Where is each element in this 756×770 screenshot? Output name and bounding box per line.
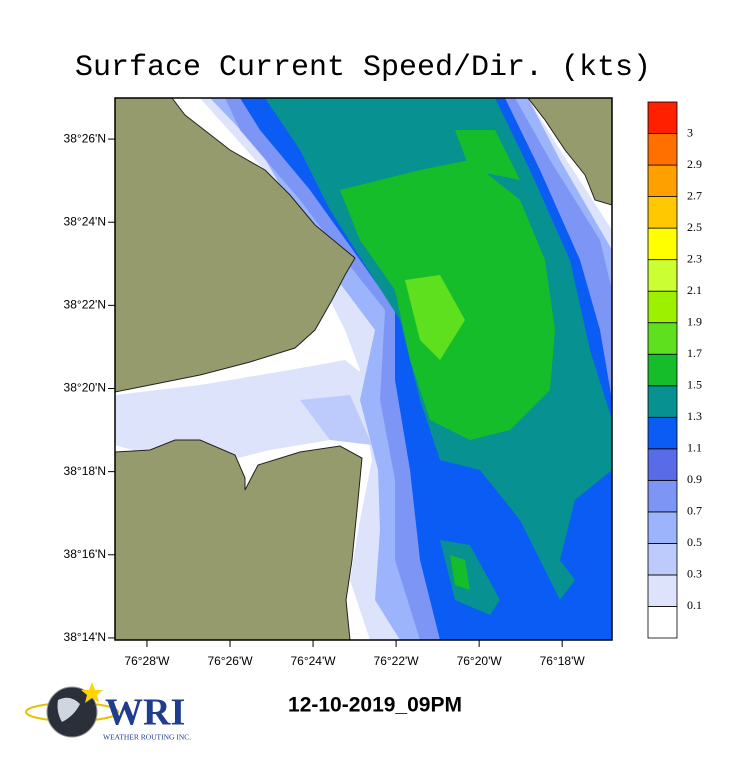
colorbar: 0.1 0.3 0.5 0.7 0.9 1.1 1.3 1.5 1.7 1.9 2.1 2.3 2.5 2… [647, 101, 702, 639]
logo-star [81, 682, 103, 703]
colorbar-box [647, 479, 678, 513]
land [115, 439, 363, 640]
colorbar-label: 2.7 [687, 188, 702, 202]
frame [114, 97, 613, 641]
y-tick-label: 38°22'N [64, 298, 106, 312]
colorbar-label: 2.3 [687, 251, 702, 265]
land [115, 98, 356, 393]
colorbar-label: 2.1 [687, 283, 702, 297]
colorbar-label: 1.5 [687, 378, 702, 392]
colorbar-box [647, 322, 678, 355]
y-tick-label: 38°26'N [64, 131, 106, 145]
colorbar-box [647, 259, 678, 292]
colorbar-box [647, 227, 678, 261]
speed-zone [450, 555, 470, 590]
colorbar-label: 2.9 [687, 157, 702, 171]
x-tick-label: 76°26'W [207, 654, 253, 668]
colorbar-box [647, 574, 678, 607]
speed-zone [405, 275, 465, 360]
colorbar-box [647, 101, 678, 134]
y-tick-label: 38°20'N [64, 381, 106, 395]
x-tick-label: 76°22'W [374, 654, 420, 668]
colorbar-label: 1.9 [687, 314, 702, 328]
colorbar-box [647, 606, 678, 639]
y-tick-label: 38°18'N [64, 464, 106, 478]
colorbar-box [647, 448, 678, 481]
axes: 38°14'N 38°16'N 38°18'N 38°20'N 38°22'N 38°24… [64, 131, 586, 668]
logo-name: WRI [105, 692, 185, 734]
colorbar-label: 1.7 [687, 346, 702, 360]
x-tick-label: 76°20'W [457, 654, 503, 668]
y-tick-label: 38°16'N [64, 547, 106, 561]
colorbar-label: 1.1 [687, 441, 702, 455]
logo: WRI WEATHER ROUTING INC. [25, 682, 191, 742]
colorbar-label: 0.7 [687, 504, 702, 518]
speed-zone [455, 130, 520, 180]
colorbar-box [647, 385, 678, 418]
logo-tagline: WEATHER ROUTING INC. [103, 733, 191, 742]
colorbar-label: 2.5 [687, 220, 702, 234]
colorbar-box [647, 196, 678, 229]
x-tick-label: 76°18'W [540, 654, 586, 668]
colorbar-label: 0.3 [687, 567, 702, 581]
colorbar-box [647, 133, 678, 166]
logo-land [57, 697, 80, 722]
colorbar-label: 0.9 [687, 472, 702, 486]
colorbar-box [647, 290, 678, 324]
colorbar-box [647, 353, 678, 387]
colorbar-box [647, 543, 678, 576]
land [527, 98, 612, 206]
colorbar-box [647, 511, 678, 544]
colorbar-label: 0.5 [687, 535, 702, 549]
colorbar-label: 3 [687, 125, 693, 139]
x-tick-label: 76°24'W [290, 654, 336, 668]
x-tick-label: 76°28'W [124, 654, 170, 668]
title: Surface Current Speed/Dir. (kts) [75, 51, 651, 85]
colorbar-box [647, 164, 678, 197]
timestamp: 12-10-2019_09PM [288, 694, 462, 717]
colorbar-box [647, 416, 678, 450]
colorbar-label: 0.1 [687, 598, 702, 612]
y-tick-label: 38°14'N [64, 630, 106, 644]
y-tick-label: 38°24'N [64, 214, 106, 228]
colorbar-label: 1.3 [687, 409, 702, 423]
map [115, 98, 612, 640]
speed-zone [300, 395, 372, 445]
